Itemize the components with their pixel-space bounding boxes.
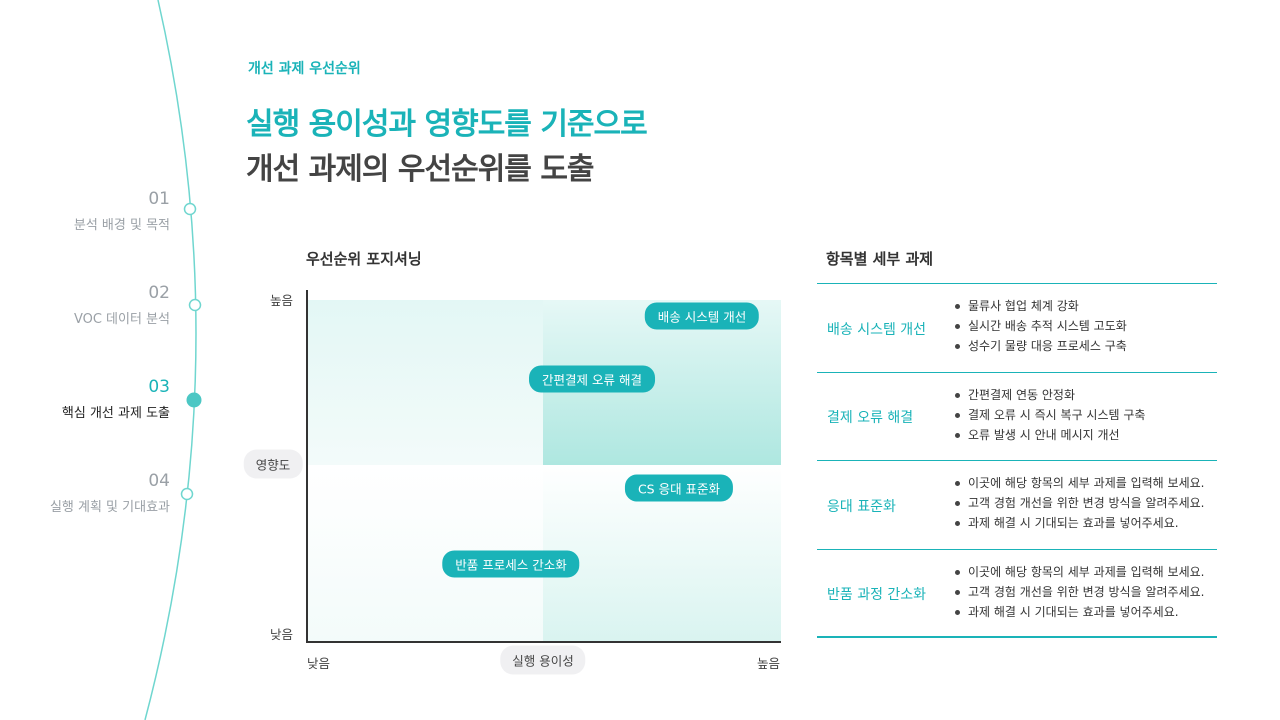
nav-label: 분석 배경 및 목적: [73, 218, 170, 233]
axis-title: 실행 용이성: [500, 645, 586, 675]
matrix-item: 반품 프로세스 간소화: [442, 550, 580, 578]
nav-number: 02: [148, 283, 170, 303]
bullet: 오류 발생 시 안내 메시지 개선: [955, 425, 1145, 445]
bullet: 고객 경험 개선을 위한 변경 방식을 알려주세요.: [955, 582, 1204, 602]
bullet: 과제 해결 시 기대되는 효과를 넣어주세요.: [955, 513, 1204, 533]
matrix-item: 간편결제 오류 해결: [529, 365, 655, 393]
axis-label: 높음: [757, 656, 781, 671]
nav-number: 04: [148, 471, 170, 491]
section-title: 항목별 세부 과제: [826, 250, 934, 268]
row-title: 응대 표준화: [827, 498, 896, 515]
detail-row: 응대 표준화 이곳에 해당 항목의 세부 과제를 입력해 보세요. 고객 경험 개선…: [817, 460, 1217, 550]
bullet: 물류사 협업 체계 강화: [955, 296, 1127, 316]
quadrant: [307, 300, 543, 465]
matrix-item: CS 응대 표준화: [624, 474, 734, 502]
bullet: 성수기 물량 대응 프로세스 구축: [955, 336, 1127, 356]
bullet-list: 이곳에 해당 항목의 세부 과제를 입력해 보세요. 고객 경험 개선을 위한 변…: [955, 562, 1204, 622]
section-title: 우선순위 포지셔닝: [306, 250, 422, 268]
nav-arc: [144, 0, 202, 720]
bullet: 결제 오류 시 즉시 복구 시스템 구축: [955, 405, 1145, 425]
axis-label: 높음: [270, 293, 294, 308]
detail-row: 반품 과정 간소화 이곳에 해당 항목의 세부 과제를 입력해 보세요. 고객 경험…: [817, 548, 1217, 639]
bullet: 이곳에 해당 항목의 세부 과제를 입력해 보세요.: [955, 562, 1204, 582]
bullet: 고객 경험 개선을 위한 변경 방식을 알려주세요.: [955, 493, 1204, 513]
bullet-list: 물류사 협업 체계 강화 실시간 배송 추적 시스템 고도화 성수기 물량 대응 프…: [955, 296, 1127, 356]
matrix-item: 배송 시스템 개선: [644, 302, 760, 330]
detail-row: 결제 오류 해결 간편결제 연동 안정화 결제 오류 시 즉시 복구 시스템 구축 오…: [817, 371, 1217, 462]
bullet-list: 간편결제 연동 안정화 결제 오류 시 즉시 복구 시스템 구축 오류 발생 시 안…: [955, 385, 1145, 445]
table-rule: [817, 636, 1217, 638]
bullet: 이곳에 해당 항목의 세부 과제를 입력해 보세요.: [955, 473, 1204, 493]
row-title: 배송 시스템 개선: [827, 321, 927, 338]
row-title: 반품 과정 간소화: [827, 587, 927, 603]
y-axis: [306, 290, 308, 642]
bullet-list: 이곳에 해당 항목의 세부 과제를 입력해 보세요. 고객 경험 개선을 위한 변…: [955, 473, 1204, 533]
title: 개선 과제의 우선순위를 도출: [246, 152, 595, 187]
detail-row: 배송 시스템 개선 물류사 협업 체계 강화 실시간 배송 추적 시스템 고도화 성수…: [817, 283, 1217, 373]
nav-label: 실행 계획 및 기대효과: [49, 500, 170, 515]
bullet: 과제 해결 시 기대되는 효과를 넣어주세요.: [955, 602, 1204, 622]
x-axis: [306, 641, 781, 643]
nav-label: 핵심 개선 과제 도출: [61, 406, 170, 421]
nav-number: 03: [148, 377, 170, 397]
bullet: 실시간 배송 추적 시스템 고도화: [955, 316, 1127, 336]
nav-label: VOC 데이터 분석: [73, 312, 170, 327]
eyebrow: 개선 과제 우선순위: [248, 61, 361, 77]
axis-label: 낮음: [270, 627, 294, 642]
title: 실행 용이성과 영향도를 기준으로: [246, 107, 648, 142]
bullet: 간편결제 연동 안정화: [955, 385, 1145, 405]
axis-title: 영향도: [243, 449, 303, 479]
nav-number: 01: [148, 189, 170, 209]
axis-label: 낮음: [307, 656, 331, 671]
row-title: 결제 오류 해결: [827, 410, 914, 426]
